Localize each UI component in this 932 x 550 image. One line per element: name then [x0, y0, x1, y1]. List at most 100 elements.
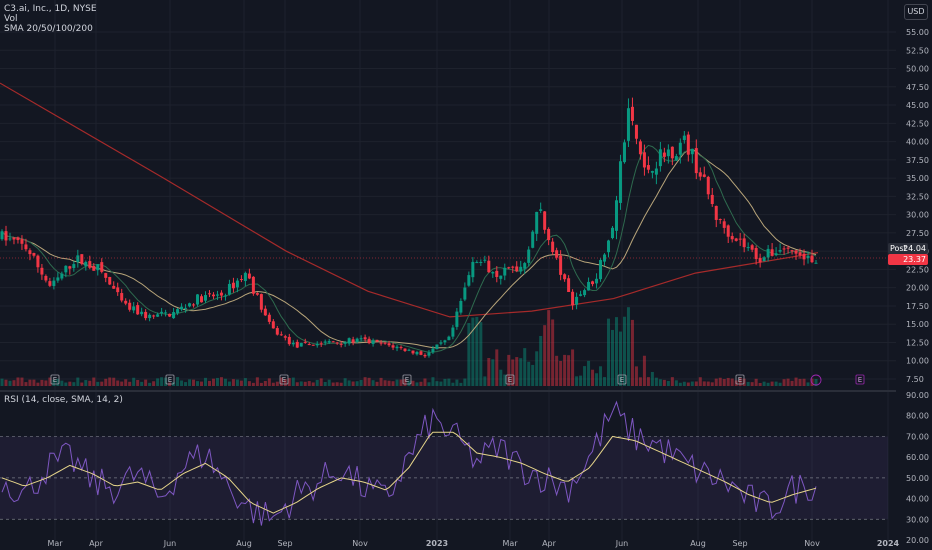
volume-bar	[307, 381, 311, 386]
rsi-bands	[0, 436, 888, 520]
price-tick-label: 32.50	[906, 192, 929, 201]
candle-body	[503, 267, 507, 276]
candle-body	[76, 255, 80, 263]
candle-body	[176, 309, 180, 314]
candle-body	[694, 148, 698, 174]
rsi-axis[interactable]: 90.00 80.00 70.00 60.00 50.00 40.00 30.00 20.00	[906, 391, 929, 545]
candle-body	[251, 276, 255, 294]
volume-bar	[746, 381, 750, 386]
candle-body	[706, 176, 710, 195]
volume-bar	[774, 381, 778, 386]
volume-bar	[778, 382, 782, 386]
candle-body	[611, 227, 614, 239]
rsi-legend[interactable]: RSI (14, close, SMA, 14, 2)	[4, 395, 123, 405]
candle-body	[223, 295, 227, 297]
volume-bar	[591, 369, 595, 386]
price-tick-label: 47.50	[906, 83, 929, 92]
candle-body	[654, 168, 658, 175]
rsi-tick-label: 40.00	[906, 495, 929, 504]
volume-bar	[423, 378, 427, 386]
volume-bar	[407, 380, 411, 386]
candle-body	[315, 343, 319, 346]
candle-body	[156, 314, 160, 317]
candle-body	[235, 280, 239, 288]
price-tick-label: 15.00	[906, 320, 929, 329]
candle-body	[782, 248, 786, 250]
time-axis[interactable]: Mar Apr Jun Aug Sep Nov 2023 Mar Apr Jun Aug Sep Nov…	[47, 539, 899, 548]
volume-bar	[164, 377, 168, 386]
rsi-label[interactable]: RSI (14, close, SMA, 14, 2)	[4, 395, 123, 405]
volume-bar	[311, 382, 315, 386]
volume-bar	[503, 374, 507, 386]
price-tick-label: 22.50	[906, 265, 929, 274]
candle-body	[311, 344, 315, 346]
candle-body	[188, 303, 192, 307]
candle-body	[447, 336, 451, 341]
candle-body	[698, 172, 702, 177]
volume-bar	[227, 381, 231, 386]
volume-bar	[128, 381, 132, 386]
volume-bar	[443, 378, 447, 386]
volume-bar	[200, 381, 204, 386]
volume-bar	[267, 378, 271, 386]
volume-legend[interactable]: Vol	[4, 14, 18, 24]
candle-body	[670, 146, 674, 159]
volume-bar	[658, 379, 662, 386]
candle-body	[0, 231, 4, 240]
candle-body	[754, 247, 758, 260]
earnings-marker	[617, 374, 627, 385]
candle-body	[88, 261, 92, 268]
candle-body	[32, 253, 36, 256]
candle-body	[662, 152, 666, 157]
last-price-value: 23.37	[903, 255, 926, 264]
volume-bar	[331, 382, 335, 386]
candle-body	[591, 281, 595, 285]
volume-bar	[132, 377, 136, 386]
candlesticks[interactable]	[0, 97, 818, 358]
volume-bar	[271, 382, 275, 386]
volume-bar	[52, 379, 56, 386]
candle-body	[802, 253, 806, 260]
candle-body	[84, 261, 88, 267]
candle-body	[359, 338, 363, 340]
candle-body	[24, 244, 28, 250]
volume-bar	[607, 318, 611, 386]
currency-button[interactable]: USD	[904, 4, 928, 20]
volume-bar	[403, 379, 407, 386]
time-tick-label: Mar	[47, 539, 63, 548]
dividend-flash-icon[interactable]	[810, 374, 822, 386]
volume-bar	[790, 380, 794, 386]
candle-body	[68, 266, 72, 269]
volume-bar	[515, 357, 519, 386]
candle-body	[184, 307, 188, 309]
candle-body	[798, 252, 802, 256]
sma-200-line	[0, 82, 819, 318]
volume-bars	[0, 307, 818, 386]
volume-bar	[642, 355, 646, 386]
volume-bar	[479, 322, 483, 386]
candle-body	[403, 348, 407, 351]
sma-legend[interactable]: SMA 20/50/100/200	[4, 24, 93, 34]
candle-body	[762, 257, 766, 262]
candle-body	[323, 341, 327, 343]
candle-body	[148, 314, 152, 319]
volume-bar	[686, 382, 690, 386]
volume-bar	[387, 380, 391, 386]
rsi-tick-label: 70.00	[906, 432, 929, 441]
candle-body	[555, 250, 559, 258]
symbol-title[interactable]: C3.ai, Inc., 1D, NYSE	[4, 4, 97, 14]
volume-bar	[682, 381, 686, 386]
candle-body	[160, 311, 164, 314]
volume-bar	[116, 380, 120, 386]
volume-bar	[455, 379, 459, 386]
candle-body	[786, 247, 790, 249]
volume-bar	[247, 381, 251, 386]
candle-body	[395, 346, 399, 349]
candle-body	[411, 350, 415, 354]
candle-body	[658, 149, 662, 167]
candle-body	[567, 278, 571, 293]
candle-body	[475, 262, 479, 264]
